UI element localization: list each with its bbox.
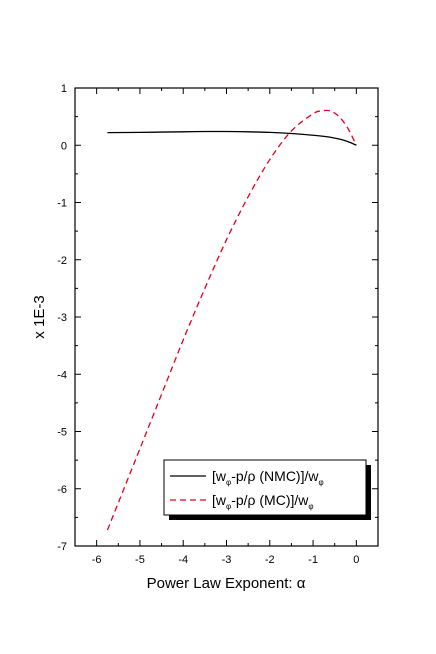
y-tick-label: -7	[57, 541, 67, 553]
y-tick-label: 0	[61, 140, 67, 152]
y-tick-label: -5	[57, 427, 67, 439]
legend: [wφ-p/ρ (NMC)]/wφ [wφ-p/ρ (MC)]/wφ	[163, 459, 371, 520]
series-line-mc	[106, 109, 357, 531]
axis-ticks	[75, 87, 378, 547]
x-tick-labels: -6 -5 -4 -3 -2 -1 0	[92, 554, 360, 566]
x-tick-label: -2	[265, 554, 275, 566]
series-layer	[106, 109, 357, 531]
x-tick-label: -1	[308, 554, 318, 566]
y-tick-label: 1	[61, 83, 67, 95]
legend-label-mc: [wφ-p/ρ (MC)]/wφ	[212, 492, 314, 511]
y-tick-label: -3	[57, 312, 67, 324]
legend-box	[163, 459, 367, 516]
y-axis-label: x 1E-3	[31, 295, 48, 338]
y-tick-label: -4	[57, 369, 67, 381]
legend-label-nmc: [wφ-p/ρ (NMC)]/wφ	[212, 468, 324, 487]
x-tick-label: -4	[178, 554, 188, 566]
y-tick-label: -1	[57, 198, 67, 210]
y-tick-label: -6	[57, 484, 67, 496]
x-tick-label: 0	[353, 554, 359, 566]
series-line-nmc	[107, 130, 357, 146]
x-tick-label: -3	[222, 554, 232, 566]
y-tick-label: -2	[57, 255, 67, 267]
x-axis-label: Power Law Exponent: α	[147, 575, 306, 592]
x-tick-label: -5	[135, 554, 145, 566]
x-tick-label: -6	[92, 554, 102, 566]
y-tick-labels: -7 -6 -5 -4 -3 -2 -1 0 1	[57, 83, 67, 553]
